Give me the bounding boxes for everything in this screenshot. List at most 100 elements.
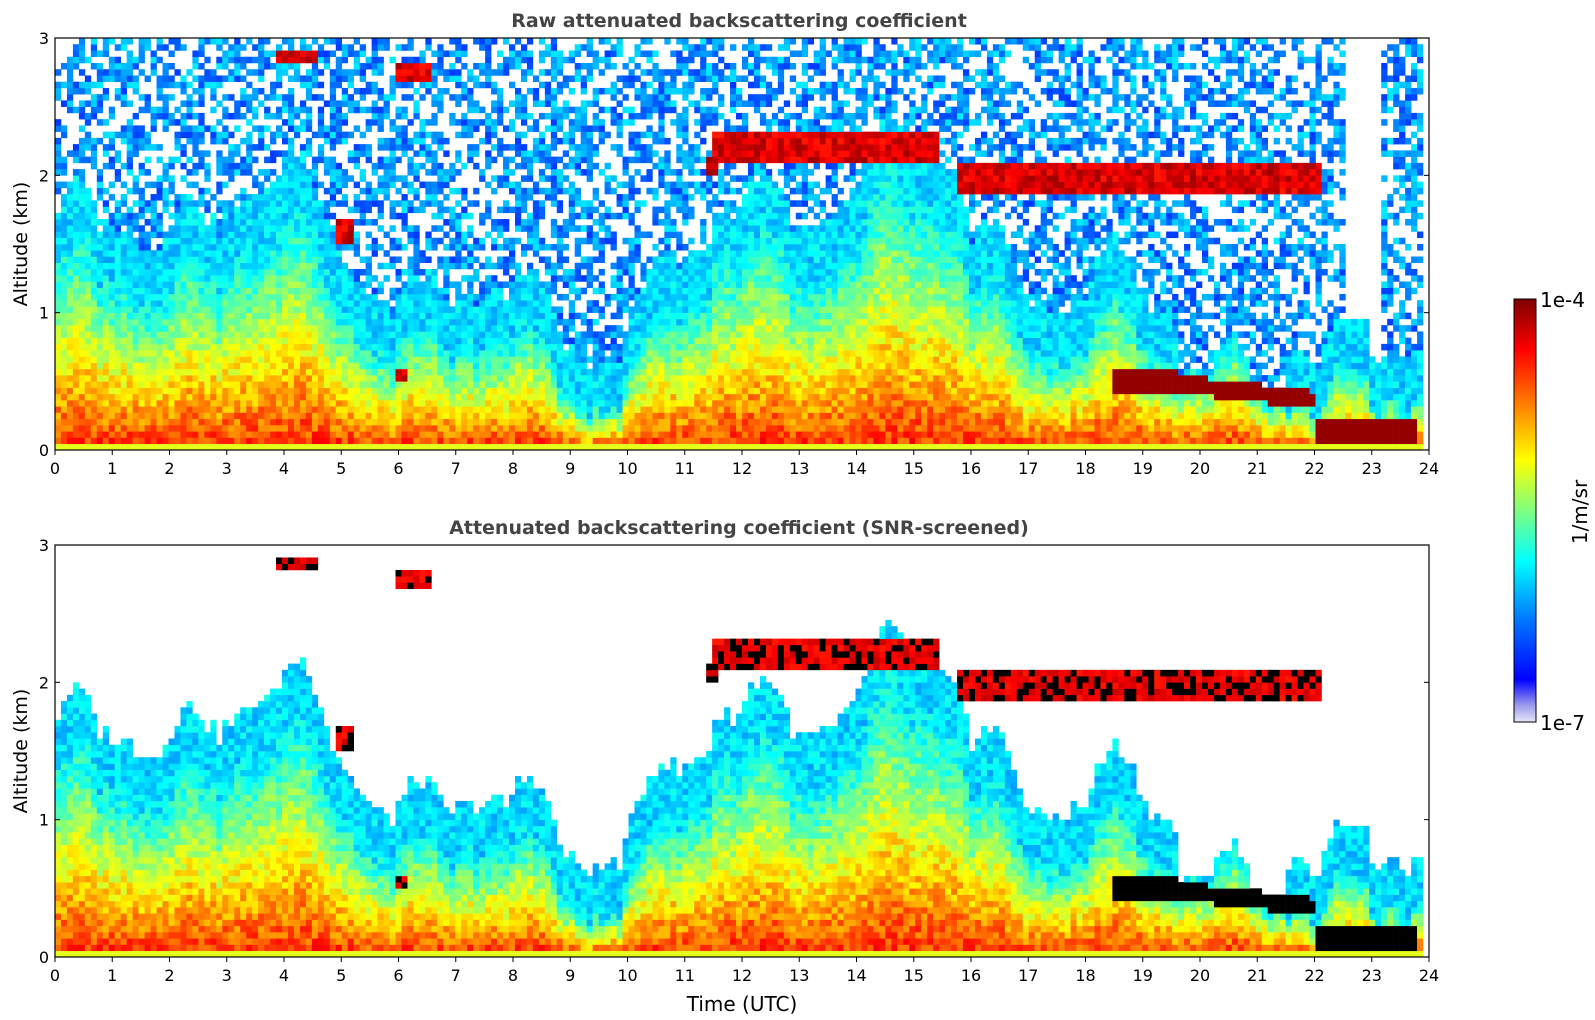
heatmap-cell: [103, 425, 109, 432]
heatmap-cell: [330, 169, 336, 176]
heatmap-cell: [169, 288, 175, 295]
heatmap-cell: [109, 263, 115, 270]
heatmap-cell: [240, 263, 246, 270]
heatmap-cell: [157, 175, 163, 182]
heatmap-cell: [306, 256, 312, 263]
heatmap-cell: [103, 44, 109, 51]
heatmap-cell: [234, 406, 240, 413]
heatmap-cell: [151, 363, 157, 370]
heatmap-cell: [210, 132, 216, 139]
heatmap-cell: [192, 381, 198, 388]
heatmap-cell: [85, 425, 91, 432]
heatmap-cell: [115, 200, 121, 207]
heatmap-cell: [294, 313, 300, 320]
heatmap-cell: [252, 219, 258, 226]
heatmap-cell: [216, 400, 222, 407]
heatmap-cell: [55, 269, 61, 276]
heatmap-cell: [246, 356, 252, 363]
heatmap-cell: [79, 444, 85, 451]
heatmap-cell: [133, 225, 139, 232]
heatmap-cell: [240, 306, 246, 313]
heatmap-cell: [145, 388, 151, 395]
heatmap-cell: [294, 69, 300, 76]
heatmap-cell: [115, 225, 121, 232]
heatmap-cell: [151, 232, 157, 239]
heatmap-cell: [366, 356, 372, 363]
heatmap-cell: [300, 413, 306, 420]
heatmap-cell: [228, 394, 234, 401]
heatmap-cell: [216, 350, 222, 357]
heatmap-cell: [61, 157, 67, 164]
heatmap-cell: [61, 100, 67, 107]
heatmap-cell: [97, 381, 103, 388]
heatmap-cell: [300, 375, 306, 382]
heatmap-cell: [366, 331, 372, 338]
heatmap-cell: [73, 238, 79, 245]
heatmap-cell: [282, 300, 288, 307]
heatmap-cell: [354, 150, 360, 157]
heatmap-cell: [342, 44, 348, 51]
heatmap-cell: [258, 294, 264, 301]
heatmap-cell: [270, 50, 276, 57]
heatmap-cell: [342, 100, 348, 107]
heatmap-cell: [180, 350, 186, 357]
heatmap-cell: [127, 413, 133, 420]
heatmap-cell: [157, 144, 163, 151]
heatmap-cell: [246, 100, 252, 107]
heatmap-cell: [276, 256, 282, 263]
heatmap-cell: [210, 444, 216, 451]
heatmap-cell: [330, 400, 336, 407]
heatmap-cell: [115, 207, 121, 214]
heatmap-cell: [336, 413, 342, 420]
heatmap-cell: [336, 438, 342, 445]
heatmap-cell: [270, 194, 276, 201]
heatmap-cell: [336, 288, 342, 295]
heatmap-cell: [192, 369, 198, 376]
heatmap-cell: [276, 294, 282, 301]
heatmap-cell: [228, 431, 234, 438]
heatmap-cell: [180, 375, 186, 382]
heatmap-cell: [264, 394, 270, 401]
heatmap-cell: [282, 157, 288, 164]
heatmap-cell: [258, 369, 264, 376]
heatmap-cell: [270, 157, 276, 164]
heatmap-cell: [288, 413, 294, 420]
heatmap-cell: [306, 400, 312, 407]
heatmap-cell: [312, 331, 318, 338]
heatmap-cell: [306, 363, 312, 370]
heatmap-cell: [234, 363, 240, 370]
heatmap-cell: [336, 431, 342, 438]
heatmap-cell: [186, 338, 192, 345]
heatmap-cell: [186, 250, 192, 257]
heatmap-cell: [133, 281, 139, 288]
heatmap-cell: [246, 219, 252, 226]
heatmap-cell: [67, 269, 73, 276]
heatmap-cell: [288, 107, 294, 114]
heatmap-cell: [204, 431, 210, 438]
heatmap-cell: [121, 238, 127, 245]
heatmap-cell: [288, 425, 294, 432]
heatmap-cell: [276, 363, 282, 370]
heatmap-cell: [204, 350, 210, 357]
heatmap-cell: [97, 256, 103, 263]
heatmap-cell: [318, 232, 324, 239]
heatmap-cell: [163, 125, 169, 132]
heatmap-cell: [240, 369, 246, 376]
heatmap-cell: [97, 425, 103, 432]
heatmap-cell: [73, 288, 79, 295]
heatmap-cell: [294, 444, 300, 451]
heatmap-cell: [151, 281, 157, 288]
heatmap-cell: [336, 200, 342, 207]
heatmap-cell: [151, 250, 157, 257]
heatmap-cell: [330, 107, 336, 114]
heatmap-cell: [157, 313, 163, 320]
heatmap-cell: [258, 444, 264, 451]
heatmap-cell: [264, 438, 270, 445]
heatmap-cell: [318, 288, 324, 295]
heatmap-cell: [210, 219, 216, 226]
heatmap-cell: [336, 294, 342, 301]
heatmap-cell: [294, 194, 300, 201]
heatmap-cell: [222, 219, 228, 226]
heatmap-cell: [318, 444, 324, 451]
heatmap-cell: [210, 281, 216, 288]
